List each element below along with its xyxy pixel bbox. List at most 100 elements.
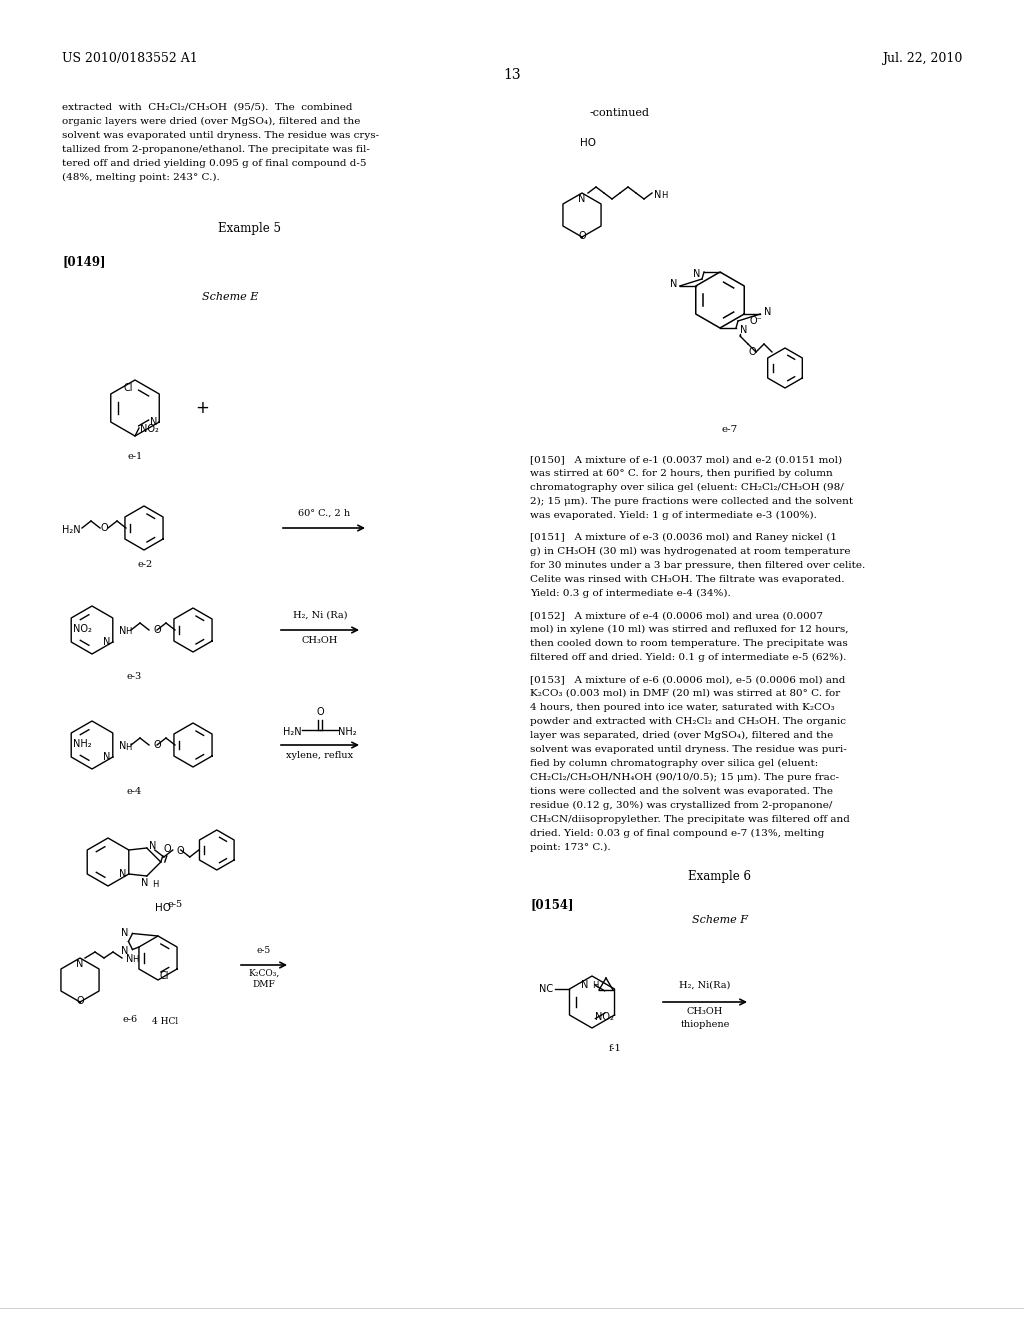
Text: solvent was evaporated until dryness. The residue was puri-: solvent was evaporated until dryness. Th… <box>530 744 847 754</box>
Text: NH₂: NH₂ <box>73 739 92 748</box>
Text: xylene, reflux: xylene, reflux <box>287 751 353 760</box>
Text: H: H <box>125 742 131 751</box>
Text: HO: HO <box>580 139 596 148</box>
Text: was stirred at 60° C. for 2 hours, then purified by column: was stirred at 60° C. for 2 hours, then … <box>530 469 833 478</box>
Text: powder and extracted with CH₂Cl₂ and CH₃OH. The organic: powder and extracted with CH₂Cl₂ and CH₃… <box>530 717 846 726</box>
Text: thiophene: thiophene <box>680 1020 730 1030</box>
Text: H: H <box>152 880 158 888</box>
Text: O: O <box>153 624 161 635</box>
Text: e-7: e-7 <box>722 425 738 434</box>
Text: NO₂: NO₂ <box>140 424 159 434</box>
Text: H₂N: H₂N <box>62 525 81 535</box>
Text: Celite was rinsed with CH₃OH. The filtrate was evaporated.: Celite was rinsed with CH₃OH. The filtra… <box>530 576 845 583</box>
Text: US 2010/0183552 A1: US 2010/0183552 A1 <box>62 51 198 65</box>
Text: H: H <box>132 956 138 965</box>
Text: e-5: e-5 <box>168 900 182 909</box>
Text: chromatography over silica gel (eluent: CH₂Cl₂/CH₃OH (98/: chromatography over silica gel (eluent: … <box>530 483 844 492</box>
Text: tions were collected and the solvent was evaporated. The: tions were collected and the solvent was… <box>530 787 833 796</box>
Text: N: N <box>579 194 586 205</box>
Text: H₂, Ni(Ra): H₂, Ni(Ra) <box>679 981 731 990</box>
Text: e-4: e-4 <box>126 787 141 796</box>
Text: NO₂: NO₂ <box>595 1012 613 1022</box>
Text: O: O <box>579 231 586 242</box>
Text: NH₂: NH₂ <box>338 727 356 737</box>
Text: H: H <box>125 627 131 636</box>
Text: was evaporated. Yield: 1 g of intermediate e-3 (100%).: was evaporated. Yield: 1 g of intermedia… <box>530 511 817 520</box>
Text: N: N <box>121 928 128 937</box>
Text: [0154]: [0154] <box>530 898 573 911</box>
Text: N: N <box>581 979 588 990</box>
Text: e-2: e-2 <box>137 560 153 569</box>
Text: N: N <box>740 325 748 335</box>
Text: filtered off and dried. Yield: 0.1 g of intermediate e-5 (62%).: filtered off and dried. Yield: 0.1 g of … <box>530 653 847 663</box>
Text: N: N <box>121 945 128 956</box>
Text: CH₂Cl₂/CH₃OH/NH₄OH (90/10/0.5); 15 μm). The pure frac-: CH₂Cl₂/CH₃OH/NH₄OH (90/10/0.5); 15 μm). … <box>530 774 839 783</box>
Text: 4 HCl: 4 HCl <box>152 1016 178 1026</box>
Text: 2); 15 μm). The pure fractions were collected and the solvent: 2); 15 μm). The pure fractions were coll… <box>530 498 853 506</box>
Text: H: H <box>592 981 598 990</box>
Text: N: N <box>654 190 662 201</box>
Text: tallized from 2-propanone/ethanol. The precipitate was fil-: tallized from 2-propanone/ethanol. The p… <box>62 145 370 154</box>
Text: O: O <box>153 741 161 750</box>
Text: N: N <box>150 417 158 426</box>
Text: -continued: -continued <box>590 108 650 117</box>
Text: 60° C., 2 h: 60° C., 2 h <box>298 510 350 517</box>
Text: +: + <box>195 399 209 417</box>
Text: e-6: e-6 <box>123 1015 137 1024</box>
Text: Example 5: Example 5 <box>218 222 282 235</box>
Text: e-3: e-3 <box>126 672 141 681</box>
Text: CH₃CN/diisopropylether. The precipitate was filtered off and: CH₃CN/diisopropylether. The precipitate … <box>530 814 850 824</box>
Text: HO: HO <box>155 903 171 913</box>
Text: (48%, melting point: 243° C.).: (48%, melting point: 243° C.). <box>62 173 220 182</box>
Text: N: N <box>119 741 126 751</box>
Text: O: O <box>316 708 324 717</box>
Text: [0150]   A mixture of e-1 (0.0037 mol) and e-2 (0.0151 mol): [0150] A mixture of e-1 (0.0037 mol) and… <box>530 455 842 465</box>
Text: N: N <box>692 269 700 279</box>
Text: K₂CO₃ (0.003 mol) in DMF (20 ml) was stirred at 80° C. for: K₂CO₃ (0.003 mol) in DMF (20 ml) was sti… <box>530 689 841 698</box>
Text: O: O <box>76 997 84 1006</box>
Text: CH₃OH: CH₃OH <box>687 1007 723 1016</box>
Text: f-1: f-1 <box>608 1044 622 1053</box>
Text: N: N <box>126 954 133 964</box>
Text: Yield: 0.3 g of intermediate e-4 (34%).: Yield: 0.3 g of intermediate e-4 (34%). <box>530 589 731 598</box>
Text: H: H <box>662 191 668 201</box>
Text: e-5: e-5 <box>257 946 271 954</box>
Text: [0152]   A mixture of e-4 (0.0006 mol) and urea (0.0007: [0152] A mixture of e-4 (0.0006 mol) and… <box>530 611 823 620</box>
Text: N: N <box>77 960 84 969</box>
Text: N: N <box>120 869 127 879</box>
Text: solvent was evaporated until dryness. The residue was crys-: solvent was evaporated until dryness. Th… <box>62 131 379 140</box>
Text: e-1: e-1 <box>127 451 142 461</box>
Text: [0153]   A mixture of e-6 (0.0006 mol), e-5 (0.0006 mol) and: [0153] A mixture of e-6 (0.0006 mol), e-… <box>530 675 846 684</box>
Text: O: O <box>177 846 184 855</box>
Text: H₂, Ni (Ra): H₂, Ni (Ra) <box>293 611 347 620</box>
Text: [0151]   A mixture of e-3 (0.0036 mol) and Raney nickel (1: [0151] A mixture of e-3 (0.0036 mol) and… <box>530 533 837 543</box>
Text: Cl: Cl <box>160 972 170 981</box>
Text: residue (0.12 g, 30%) was crystallized from 2-propanone/: residue (0.12 g, 30%) was crystallized f… <box>530 801 833 810</box>
Text: organic layers were dried (over MgSO₄), filtered and the: organic layers were dried (over MgSO₄), … <box>62 117 360 127</box>
Text: N: N <box>103 752 111 762</box>
Text: Cl: Cl <box>124 383 133 393</box>
Text: dried. Yield: 0.03 g of final compound e-7 (13%, melting: dried. Yield: 0.03 g of final compound e… <box>530 829 824 838</box>
Text: NC: NC <box>540 983 554 994</box>
Text: Scheme F: Scheme F <box>692 915 748 925</box>
Text: N: N <box>148 841 156 851</box>
Text: point: 173° C.).: point: 173° C.). <box>530 843 610 853</box>
Text: 13: 13 <box>503 69 521 82</box>
Text: O: O <box>749 347 756 356</box>
Text: mol) in xylene (10 ml) was stirred and refluxed for 12 hours,: mol) in xylene (10 ml) was stirred and r… <box>530 624 849 634</box>
Text: [0149]: [0149] <box>62 255 105 268</box>
Text: then cooled down to room temperature. The precipitate was: then cooled down to room temperature. Th… <box>530 639 848 648</box>
Text: tered off and dried yielding 0.095 g of final compound d-5: tered off and dried yielding 0.095 g of … <box>62 158 367 168</box>
Text: O: O <box>100 523 108 533</box>
Text: NO₂: NO₂ <box>73 624 92 634</box>
Text: CH₃OH: CH₃OH <box>302 636 338 645</box>
Text: DMF: DMF <box>253 979 275 989</box>
Text: g) in CH₃OH (30 ml) was hydrogenated at room temperature: g) in CH₃OH (30 ml) was hydrogenated at … <box>530 546 851 556</box>
Text: H₂N: H₂N <box>284 727 302 737</box>
Text: Example 6: Example 6 <box>688 870 752 883</box>
Text: for 30 minutes under a 3 bar pressure, then filtered over celite.: for 30 minutes under a 3 bar pressure, t… <box>530 561 865 570</box>
Text: N: N <box>764 308 772 317</box>
Text: Scheme E: Scheme E <box>202 292 258 302</box>
Text: extracted  with  CH₂Cl₂/CH₃OH  (95/5).  The  combined: extracted with CH₂Cl₂/CH₃OH (95/5). The … <box>62 103 352 112</box>
Text: N: N <box>103 638 111 647</box>
